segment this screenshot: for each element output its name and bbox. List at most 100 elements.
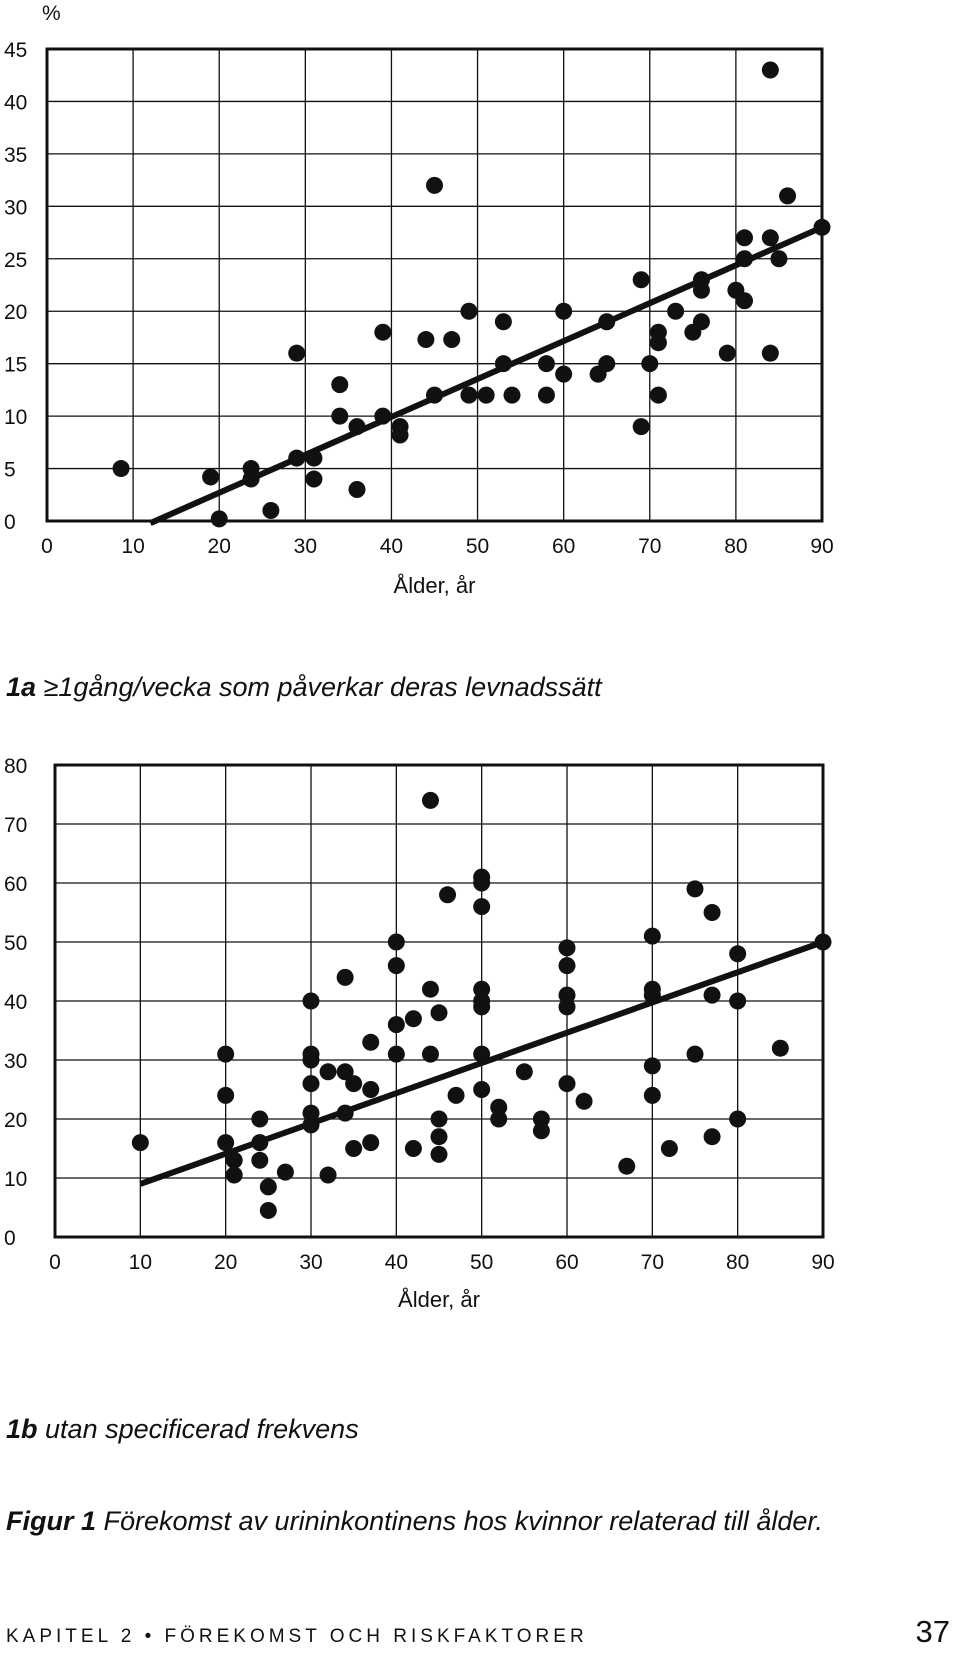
chart-1b-data-point xyxy=(259,1178,277,1196)
chart-1b-data-point xyxy=(686,880,704,898)
chart-1b-data-point xyxy=(302,992,320,1010)
chart-1a-x-tick-label: 90 xyxy=(810,535,833,558)
chart-1b-data-point xyxy=(319,1166,337,1184)
chart-1b-caption: 1b utan specificerad frekvens xyxy=(6,1414,359,1445)
chart-1b-data-point xyxy=(490,1110,508,1128)
chart-1b-data-point xyxy=(302,1075,320,1093)
figure-caption-text: Förekomst av urininkontinens hos kvinnor… xyxy=(96,1506,823,1536)
chart-1b-x-tick-label: 30 xyxy=(299,1251,322,1274)
chart-1b-data-point xyxy=(387,933,405,951)
chart-1a-data-point xyxy=(537,355,555,373)
chart-1a-data-point xyxy=(262,502,280,520)
chart-1a-data-point xyxy=(641,355,659,373)
chart-1a-data-point xyxy=(779,187,797,205)
chart-1b-title: utan specificerad frekvens xyxy=(45,1414,359,1444)
chart-1b-data-point xyxy=(251,1110,269,1128)
chart-1b-data-point xyxy=(703,986,721,1004)
chart-1b-data-point xyxy=(618,1157,636,1175)
chart-1a-data-point xyxy=(555,365,573,383)
chart-1a-data-point xyxy=(494,355,512,373)
chart-1a-data-point xyxy=(305,449,323,467)
chart-1b-x-tick-label: 50 xyxy=(470,1251,493,1274)
chart-1b-y-tick-label: 40 xyxy=(4,991,27,1014)
chart-1b-data-point xyxy=(703,904,721,921)
chart-1a-data-point xyxy=(112,460,130,478)
chart-1a-data-point xyxy=(426,176,443,194)
chart-1b-data-point xyxy=(336,1063,354,1081)
chart-1b-data-point xyxy=(515,1063,533,1081)
chart-1b-data-point xyxy=(686,1045,704,1063)
chart-1a-y-tick-label: 15 xyxy=(4,354,27,377)
chart-1b-data-point xyxy=(362,1134,380,1152)
chart-1b-y-tick-label: 30 xyxy=(4,1050,27,1073)
chart-1a-x-tick-label: 50 xyxy=(466,535,489,558)
chart-1b-data-point xyxy=(430,1128,448,1146)
chart-1b-y-tick-label: 10 xyxy=(4,1168,27,1191)
chart-1a-x-tick-label: 30 xyxy=(294,535,317,558)
chart-1b: 0 10 20 30 40 50 60 70 80 0 10 20 30 40 50 60 70 80 90% Åld… xyxy=(0,740,960,1440)
chart-1b-data-point xyxy=(490,1098,508,1116)
chart-1a-x-tick-label: 0 xyxy=(41,535,53,558)
chart-1b-data-point xyxy=(558,1075,576,1093)
chart-1a-data-point xyxy=(649,386,667,404)
chart-1b-data-point xyxy=(336,968,354,986)
chart-1b-data-point xyxy=(345,1075,363,1093)
chart-1b-data-point xyxy=(473,980,491,998)
chart-1b-data-point xyxy=(387,1016,405,1034)
chart-1b-y-tick-label: 70 xyxy=(4,814,27,837)
chart-1a-y-tick-label: 5 xyxy=(4,459,16,482)
chart-1b-data-point xyxy=(729,1110,747,1128)
chart-1b-data-point xyxy=(251,1134,269,1152)
chart-1a-data-point xyxy=(649,334,667,352)
chart-1a-data-point xyxy=(202,468,220,486)
chart-1b-data-point xyxy=(729,945,747,963)
chart-1a-data-point xyxy=(692,313,710,331)
chart-1a-y-tick-label: 30 xyxy=(4,196,27,219)
chart-1b-data-point xyxy=(217,1086,235,1104)
chart-1b-y-tick-label: 20 xyxy=(4,1109,27,1132)
chart-1b-data-point xyxy=(558,939,576,957)
chart-1b-data-point xyxy=(532,1122,550,1140)
chart-1a-data-point xyxy=(374,407,392,425)
chart-1a-caption: 1a ≥1gång/vecka som påverkar deras levna… xyxy=(6,672,602,703)
chart-1b-data-point xyxy=(131,1134,149,1152)
chart-1a-data-point xyxy=(210,510,228,528)
chart-1b-data-point xyxy=(387,1045,405,1063)
chart-1a-plot-frame xyxy=(45,47,824,523)
chart-1a-data-point xyxy=(503,386,521,404)
chart-1b-panel-label: 1b xyxy=(6,1414,38,1444)
chart-1a-y-tick-label: 20 xyxy=(4,301,27,324)
chart-1b-x-tick-label: 80 xyxy=(726,1251,749,1274)
chart-1b-data-point xyxy=(660,1140,678,1157)
chart-1b-y-tick-label: 60 xyxy=(4,873,27,896)
chart-1a-data-point xyxy=(736,250,753,268)
chart-1b-data-point xyxy=(217,1045,235,1063)
chart-1b-x-tick-label: 90 xyxy=(811,1251,834,1274)
chart-1a-x-tick-label: 40 xyxy=(380,535,403,558)
footer-page-number: 37 xyxy=(915,1614,950,1649)
chart-1a-data-point xyxy=(460,386,478,404)
chart-1b-x-tick-label: 40 xyxy=(385,1251,408,1274)
chart-1b-data-point xyxy=(558,986,576,1004)
chart-1b-x-tick-label: 70 xyxy=(641,1251,664,1274)
chart-1a-data-point xyxy=(598,313,616,331)
chart-1a-trend-line xyxy=(149,224,824,526)
chart-1b-data-point xyxy=(404,1140,422,1157)
chart-1b-data-point xyxy=(319,1063,337,1081)
chart-1a-panel-label: 1a xyxy=(6,672,37,702)
chart-1b-x-tick-label: 60 xyxy=(555,1251,578,1274)
chart-1b-data-point xyxy=(558,957,576,975)
chart-1a-data-point xyxy=(761,229,779,247)
chart-1a-y-tick-label: 45 xyxy=(4,39,27,62)
chart-1b-data-point xyxy=(302,1104,320,1122)
chart-1a-ylabel: % xyxy=(42,2,61,25)
chart-1b-data-point xyxy=(643,927,661,945)
chart-1b-data-point xyxy=(259,1201,277,1219)
chart-1a-y-tick-label: 25 xyxy=(4,249,27,272)
chart-1b-data-point xyxy=(558,998,576,1016)
chart-1a-data-point xyxy=(348,418,366,436)
chart-1b-y-tick-label: 80 xyxy=(4,755,27,778)
chart-1a-data-point xyxy=(374,323,392,341)
chart-1a-data-point xyxy=(443,331,461,349)
chart-1a-data-point xyxy=(632,271,650,289)
